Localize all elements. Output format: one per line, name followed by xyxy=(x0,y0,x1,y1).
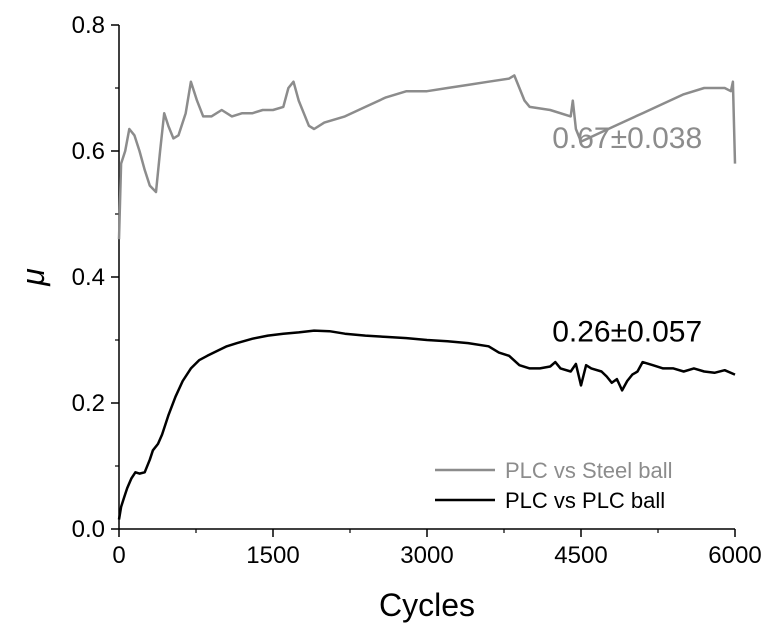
y-tick-label: 0.8 xyxy=(72,12,105,39)
series-group xyxy=(117,74,737,520)
y-axis-title: μ xyxy=(15,268,51,287)
x-tick-label: 3000 xyxy=(400,542,453,569)
x-axis-title: Cycles xyxy=(379,587,475,623)
annotation-label: 0.26±0.057 xyxy=(552,315,702,348)
series-line-1 xyxy=(117,329,736,520)
y-tick-label: 0.4 xyxy=(72,264,105,291)
legend-label: PLC vs PLC ball xyxy=(505,488,665,513)
annotations: 0.67±0.038 0.26±0.057 xyxy=(552,122,702,348)
y-tick-label: 0.2 xyxy=(72,390,105,417)
x-tick-label: 4500 xyxy=(554,542,607,569)
x-tick-label: 6000 xyxy=(708,542,761,569)
axes: 0 1500 3000 4500 6000 0.0 0.2 0.4 0.6 0.8 Cycles μ xyxy=(15,12,762,623)
y-tick-label: 0.0 xyxy=(72,516,105,543)
legend-label: PLC vs Steel ball xyxy=(505,458,673,483)
legend: PLC vs Steel ball PLC vs PLC ball xyxy=(435,458,673,513)
x-tick-label: 0 xyxy=(112,542,125,569)
series-line-0 xyxy=(117,74,737,240)
y-tick-label: 0.6 xyxy=(72,138,105,165)
annotation-label: 0.67±0.038 xyxy=(552,122,702,155)
x-tick-label: 1500 xyxy=(246,542,299,569)
